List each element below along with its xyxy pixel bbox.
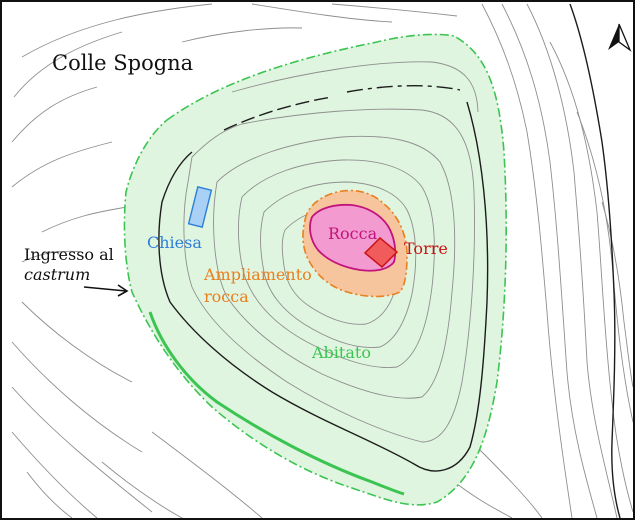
contour-line <box>526 3 618 518</box>
rocca-label: Rocca <box>328 224 378 243</box>
contour-line <box>471 441 543 518</box>
outer-contours <box>11 3 633 518</box>
contour-line <box>576 111 633 423</box>
contour-line <box>331 3 458 17</box>
contour-line <box>481 3 573 518</box>
contour-line <box>213 135 456 399</box>
chiesa-label: Chiesa <box>147 233 202 252</box>
contour-major-line <box>569 3 621 518</box>
contour-line <box>183 108 475 443</box>
contour-line <box>21 250 83 263</box>
contour-line <box>181 27 303 43</box>
map-title: Colle Spogna <box>52 51 193 75</box>
torre-label: Torre <box>404 239 448 258</box>
contour-line <box>251 3 393 23</box>
contour-line <box>549 41 633 513</box>
torre-area <box>363 236 399 269</box>
contour-line <box>260 181 417 348</box>
contour-major-line <box>346 85 461 93</box>
abitato-solid-boundary <box>148 311 405 496</box>
north-arrow-icon <box>608 23 632 52</box>
contour-line <box>601 201 633 388</box>
contour-line <box>13 31 123 98</box>
entrance-label-line2: castrum <box>24 265 90 284</box>
contour-line <box>11 386 153 513</box>
contour-line <box>11 141 113 188</box>
contour-line <box>11 431 98 518</box>
contour-major-line <box>223 96 333 131</box>
chiesa-area <box>187 186 213 228</box>
entrance-label-line1: Ingresso al <box>24 245 114 264</box>
abitato-label: Abitato <box>311 343 371 362</box>
inner-contours <box>158 61 489 472</box>
contour-line <box>101 461 183 518</box>
contour-line <box>237 159 435 368</box>
contour-line <box>41 206 128 233</box>
ampliamento-label-line1: Ampliamento <box>203 265 312 284</box>
ampliamento-label-line2: rocca <box>204 287 249 306</box>
contour-line <box>501 3 598 518</box>
contour-line <box>11 86 98 143</box>
contour-line <box>231 61 479 113</box>
contour-major-line <box>158 101 489 472</box>
contour-line <box>11 341 143 453</box>
contour-line <box>21 301 133 383</box>
contour-line <box>151 431 263 518</box>
contour-line <box>21 3 213 58</box>
contour-line <box>26 471 73 518</box>
entrance-arrow <box>83 284 129 297</box>
